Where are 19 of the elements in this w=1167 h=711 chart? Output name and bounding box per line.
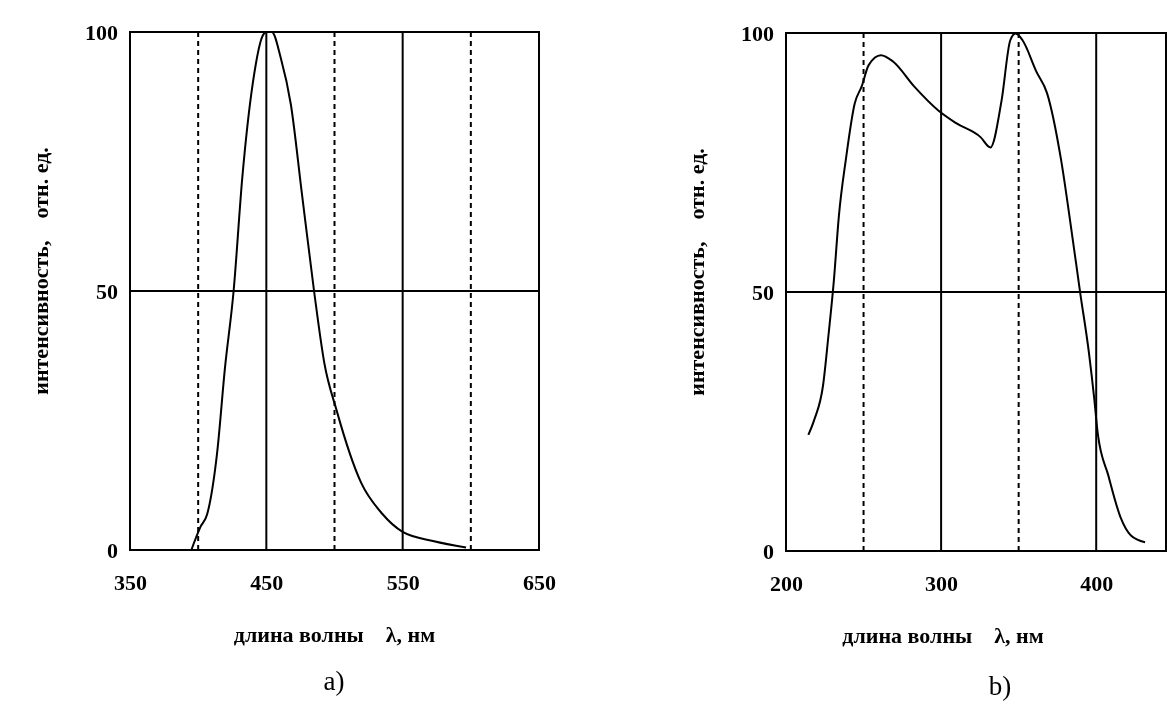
y-tick-label: 50	[752, 279, 774, 305]
x-axis-title: длина волны λ, нм	[842, 623, 1044, 648]
y-tick-label: 100	[85, 19, 118, 45]
text: a)	[323, 666, 345, 696]
x-tick-label: 300	[925, 570, 959, 596]
y-axis-title: интенсивность, отн. ед.	[28, 147, 53, 395]
y-tick-label: 0	[763, 538, 774, 564]
text: b)	[988, 671, 1012, 701]
x-tick-label: 450	[250, 569, 284, 595]
y-tick-label: 100	[741, 20, 774, 46]
x-axis-title: длина волны λ, нм	[233, 622, 436, 647]
y-tick-label: 50	[96, 278, 118, 304]
x-tick-label: 200	[770, 570, 803, 596]
x-tick-label: 400	[1080, 570, 1114, 596]
x-tick-label: 350	[114, 569, 147, 595]
x-tick-label: 650	[523, 569, 556, 595]
x-tick-label: 550	[386, 569, 420, 595]
y-axis-title: интенсивность, отн. ед.	[684, 148, 709, 396]
y-tick-label: 0	[107, 537, 118, 563]
